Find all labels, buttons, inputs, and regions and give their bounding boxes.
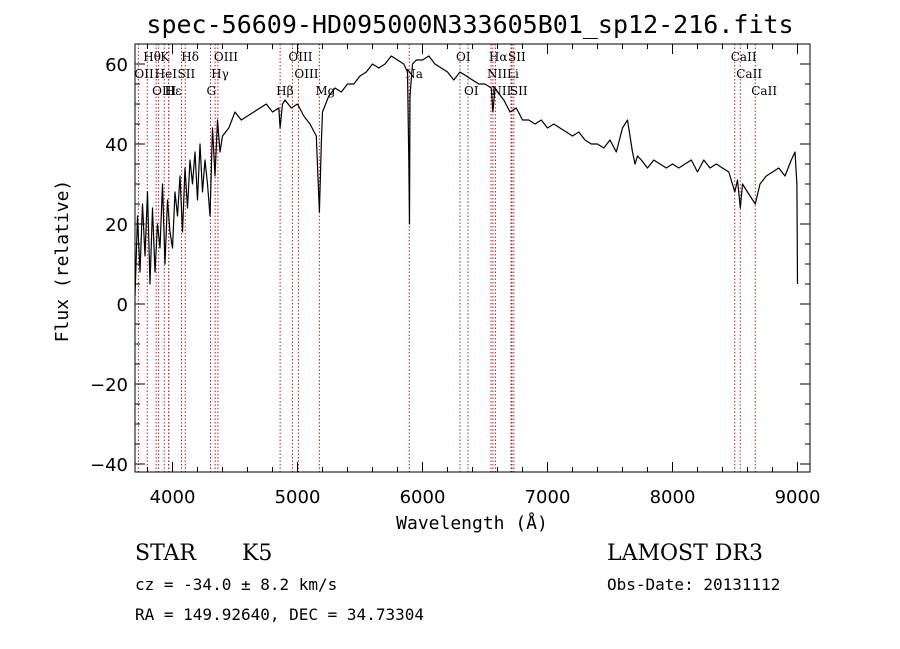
spectrum-line xyxy=(134,55,799,297)
line-label: NII xyxy=(491,84,511,98)
line-label: Hγ xyxy=(211,67,229,81)
line-label: NII xyxy=(487,67,507,81)
line-label: CaII xyxy=(731,50,757,64)
line-label: Hδ xyxy=(181,50,199,64)
obs-date: Obs-Date: 20131112 xyxy=(607,575,780,594)
y-tick-label: 20 xyxy=(105,215,128,236)
object-class: STAR xyxy=(135,541,197,566)
line-label: Hθ xyxy=(143,50,161,64)
y-tick-label: 0 xyxy=(117,295,128,316)
line-label: HeI xyxy=(155,67,178,81)
line-label: OIII xyxy=(294,67,318,81)
coordinates-text: RA = 149.92640, DEC = 34.73304 xyxy=(135,605,424,624)
line-label: K xyxy=(160,50,170,64)
line-markers xyxy=(137,44,756,472)
x-tick-label: 6000 xyxy=(400,487,446,508)
line-label: OIII xyxy=(214,50,238,64)
line-label: SII xyxy=(178,67,196,81)
plot-frame xyxy=(134,43,811,473)
line-label: OII xyxy=(134,67,154,81)
subclass: K5 xyxy=(242,541,272,566)
line-label: OIII xyxy=(152,84,176,98)
x-tick-label: 7000 xyxy=(525,487,571,508)
line-label: Hβ xyxy=(276,84,293,98)
y-tick-label: 40 xyxy=(105,135,128,156)
y-axis-label: Flux (relative) xyxy=(52,180,73,343)
y-tick-label: 60 xyxy=(105,55,128,76)
redshift-text: cz = -34.0 ± 8.2 km/s xyxy=(135,575,337,594)
x-tick-label: 5000 xyxy=(275,487,321,508)
y-tick-label: −40 xyxy=(90,455,128,476)
spectrum-series xyxy=(134,55,799,297)
x-tick-label: 4000 xyxy=(150,487,196,508)
line-label: Li xyxy=(507,67,519,81)
x-tick-label: 8000 xyxy=(650,487,696,508)
axis-ticks xyxy=(135,43,810,472)
line-label: OI xyxy=(456,50,471,64)
chart-title: spec-56609-HD095000N333605B01_sp12-216.f… xyxy=(146,10,793,39)
line-label: Hε xyxy=(165,84,182,98)
line-label: SII xyxy=(508,50,526,64)
line-label: CaII xyxy=(751,84,777,98)
line-label: G xyxy=(207,84,217,98)
y-tick-label: −20 xyxy=(90,375,128,396)
x-axis-label: Wavelength (Å) xyxy=(396,512,548,534)
survey-name: LAMOST DR3 xyxy=(607,541,763,566)
line-label: SII xyxy=(510,84,528,98)
x-tick-label: 9000 xyxy=(775,487,821,508)
line-label: Hα xyxy=(489,50,508,64)
line-label: OIII xyxy=(288,50,312,64)
tick-labels: 4000 5000 6000 7000 8000 9000 −40 −20 0 20 40 60 xyxy=(90,55,820,508)
line-label: H xyxy=(165,84,175,98)
line-label: Na xyxy=(405,67,423,81)
line-label: CaII xyxy=(736,67,762,81)
line-label: OI xyxy=(464,84,479,98)
